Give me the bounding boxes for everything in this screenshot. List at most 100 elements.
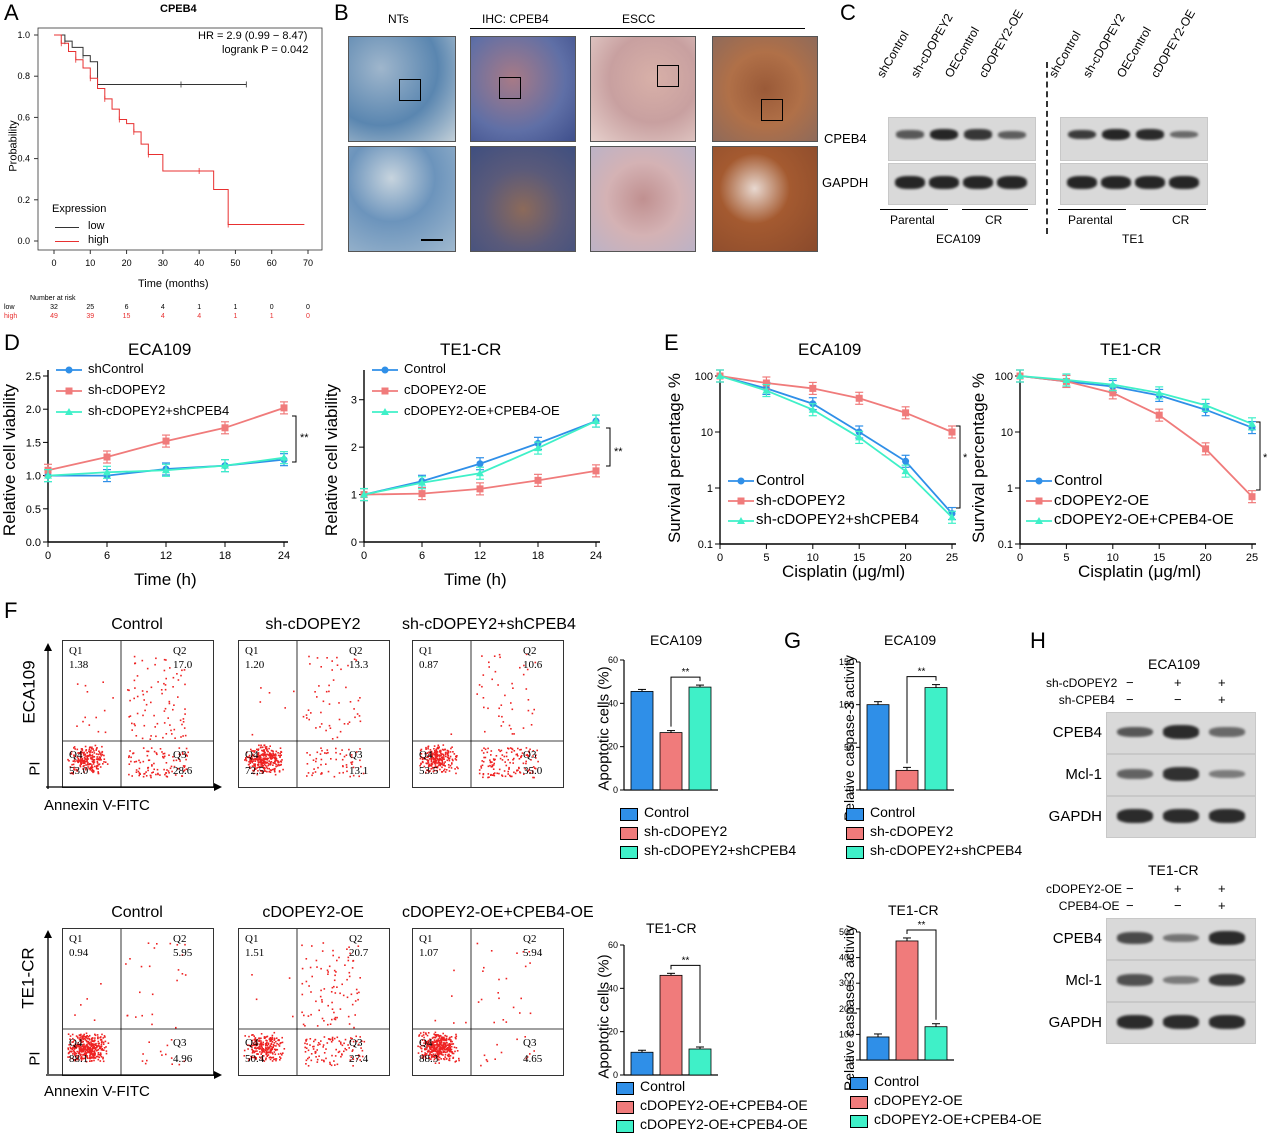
flow-event-dot xyxy=(526,770,529,772)
flow-event-dot xyxy=(278,770,281,772)
flow-event-dot xyxy=(483,1054,486,1057)
flow-event-dot xyxy=(329,1038,332,1041)
flow-event-dot xyxy=(326,969,329,972)
flow-event-dot xyxy=(338,702,340,704)
flow-event-dot xyxy=(274,753,276,756)
flow-event-dot xyxy=(355,751,358,753)
flow-event-dot xyxy=(82,1036,85,1038)
flow-event-dot xyxy=(516,755,519,757)
flow-event-dot xyxy=(322,942,325,944)
flow-event-dot xyxy=(73,1049,75,1052)
point-square xyxy=(902,409,910,417)
flow-event-dot xyxy=(432,1044,434,1046)
flow-event-dot xyxy=(327,973,329,975)
ihc-inset-box xyxy=(499,77,521,99)
flow-event-dot xyxy=(484,730,486,733)
flow-event-dot xyxy=(305,1047,308,1049)
flow-event-dot xyxy=(83,756,86,759)
flow-event-dot xyxy=(488,776,490,778)
flow-event-dot xyxy=(529,962,531,964)
flow-event-dot xyxy=(265,764,267,767)
flow-event-dot xyxy=(429,1048,432,1050)
legend-swatch xyxy=(850,1115,868,1128)
flow-event-dot xyxy=(260,763,263,765)
flow-event-dot xyxy=(442,1050,445,1053)
flow-event-dot xyxy=(437,1038,440,1040)
flow-event-dot xyxy=(256,1047,259,1049)
flow-event-dot xyxy=(277,1039,279,1042)
flow-quad-name: Q4 xyxy=(419,749,433,761)
flow-event-dot xyxy=(447,750,450,752)
flow-event-dot xyxy=(256,748,258,751)
flow-event-dot xyxy=(512,1006,515,1009)
flow-event-dot xyxy=(444,1035,446,1037)
flow-event-dot xyxy=(492,768,495,770)
flow-event-dot xyxy=(178,1063,181,1066)
x-tick-label: 0 xyxy=(1017,552,1023,564)
flow-event-dot xyxy=(98,750,100,753)
flow-event-dot xyxy=(431,1049,434,1052)
flow-event-dot xyxy=(320,772,323,774)
x-tick-label: 15 xyxy=(853,552,865,564)
flow-event-dot xyxy=(301,1011,303,1014)
flow-event-dot xyxy=(529,771,532,774)
flow-event-dot xyxy=(487,707,489,710)
flow-event-dot xyxy=(271,1060,274,1062)
flow-event-dot xyxy=(263,768,266,771)
flow-event-dot xyxy=(433,769,436,772)
flow-event-dot xyxy=(177,969,180,971)
flow-event-dot xyxy=(275,759,278,762)
flow-event-dot xyxy=(321,1017,324,1020)
flow-event-dot xyxy=(432,1036,435,1039)
flow-event-dot xyxy=(444,771,447,773)
flow-event-dot xyxy=(314,1052,317,1054)
flow-event-dot xyxy=(421,1035,423,1037)
flow-event-dot xyxy=(273,1042,276,1044)
flow-event-dot xyxy=(156,768,159,771)
flow-event-dot xyxy=(105,1050,108,1052)
flow-event-dot xyxy=(183,1060,185,1063)
flow-event-dot xyxy=(257,766,260,768)
flow-event-dot xyxy=(153,714,155,717)
flow-event-dot xyxy=(266,1044,269,1047)
flow-event-dot xyxy=(254,763,256,766)
flow-event-dot xyxy=(249,759,251,761)
flow-scatter xyxy=(239,641,389,787)
flow-event-dot xyxy=(421,1044,423,1047)
flow-event-dot xyxy=(267,757,270,760)
flow-event-dot xyxy=(423,765,426,768)
flow-event-dot xyxy=(273,1044,275,1047)
flow-event-dot xyxy=(147,942,150,944)
y-tick-label: 100 xyxy=(695,371,713,383)
flow-event-dot xyxy=(438,754,441,756)
km-risk-low-value: 4 xyxy=(160,304,165,311)
flow-event-dot xyxy=(271,1048,274,1051)
flow-event-dot xyxy=(256,756,258,758)
flow-event-dot xyxy=(88,754,91,757)
flow-event-dot xyxy=(154,663,156,666)
flow-event-dot xyxy=(525,747,528,749)
flow-event-dot xyxy=(91,764,93,766)
flow-event-dot xyxy=(136,675,139,677)
flow-event-dot xyxy=(102,1060,105,1063)
flow-event-dot xyxy=(275,1040,277,1043)
flow-event-dot xyxy=(265,1039,267,1042)
flow-event-dot xyxy=(328,684,330,687)
flow-event-dot xyxy=(182,770,185,772)
flow-event-dot xyxy=(453,969,455,972)
flow-event-dot xyxy=(439,762,441,764)
h-blot xyxy=(1106,918,1256,960)
flow-event-dot xyxy=(81,1048,83,1050)
h-bottom-title: TE1-CR xyxy=(1148,862,1199,878)
flow-event-dot xyxy=(154,726,156,728)
flow-event-dot xyxy=(443,1039,445,1042)
flow-event-dot xyxy=(86,760,88,763)
flow-event-dot xyxy=(450,747,452,750)
km-risk-high-value: 1 xyxy=(269,313,274,320)
flow-event-dot xyxy=(535,754,537,756)
flow-event-dot xyxy=(272,1053,274,1055)
flow-event-dot xyxy=(159,774,161,776)
d-left-xlabel: Time (h) xyxy=(134,570,197,589)
flow-event-dot xyxy=(338,718,341,721)
flow-event-dot xyxy=(101,1040,103,1043)
